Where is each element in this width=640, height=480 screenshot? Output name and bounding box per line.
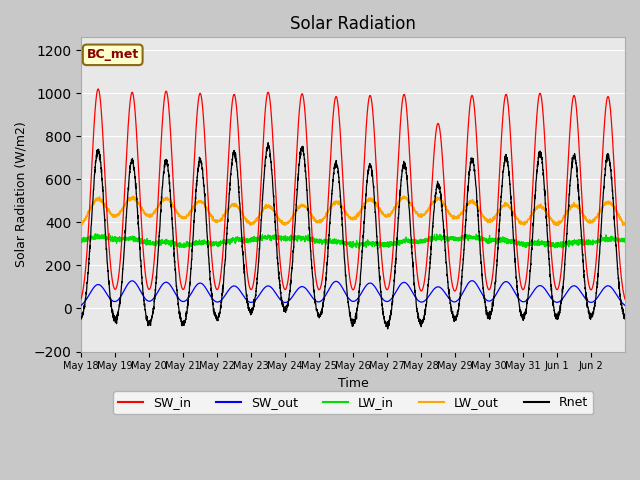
- Legend: SW_in, SW_out, LW_in, LW_out, Rnet: SW_in, SW_out, LW_in, LW_out, Rnet: [113, 391, 593, 414]
- Text: BC_met: BC_met: [86, 48, 139, 61]
- X-axis label: Time: Time: [338, 377, 369, 390]
- Y-axis label: Solar Radiation (W/m2): Solar Radiation (W/m2): [15, 121, 28, 267]
- Title: Solar Radiation: Solar Radiation: [290, 15, 416, 33]
